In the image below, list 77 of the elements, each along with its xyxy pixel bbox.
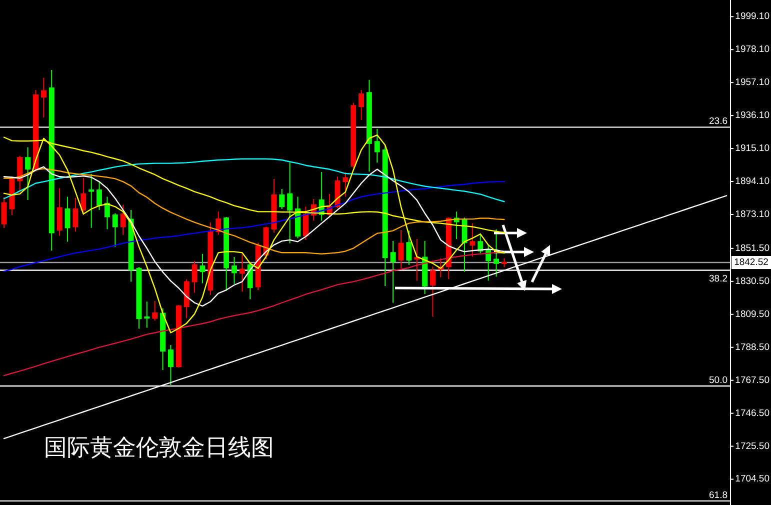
candlestick <box>462 217 468 272</box>
candlestick <box>56 188 62 236</box>
text: 国际黄金伦敦金日线图 <box>44 434 274 460</box>
candlestick <box>279 188 285 210</box>
candlestick <box>96 181 102 210</box>
candlestick <box>136 266 142 330</box>
candlestick <box>48 70 54 252</box>
annotation: 50.0 <box>709 374 728 386</box>
candlestick <box>208 222 214 296</box>
candlestick <box>112 212 118 248</box>
candlestick <box>33 89 38 172</box>
candlestick <box>366 79 372 172</box>
line-series <box>3 168 505 255</box>
candlestick <box>40 77 46 118</box>
annotation: 38.2 <box>709 274 728 285</box>
candlestick <box>80 177 86 216</box>
candlestick <box>120 204 126 236</box>
candlestick <box>152 300 158 322</box>
candlestick <box>287 162 293 244</box>
candlestick <box>72 197 78 232</box>
y-tick-label: 1957.10 <box>735 77 770 88</box>
ref-line-label: 1842.52 <box>734 257 768 268</box>
candlestick <box>255 242 261 291</box>
candlestick <box>192 260 198 294</box>
y-tick-label: 1830.50 <box>735 276 770 287</box>
candlestick <box>184 278 190 319</box>
y-tick-label: 1936.10 <box>735 110 770 122</box>
candlestick <box>350 102 356 168</box>
y-tick-label: 1809.50 <box>735 308 770 320</box>
candlestick <box>430 266 436 318</box>
candlestick <box>168 344 174 386</box>
candlestick <box>25 146 31 201</box>
y-tick-label: 1767.50 <box>735 374 770 386</box>
y-tick-label: 1851.50 <box>735 242 770 254</box>
candlestick <box>64 196 70 242</box>
candlestick <box>224 216 230 292</box>
candlestick <box>470 222 476 258</box>
line-series <box>3 181 505 272</box>
y-tick-label: 1999.10 <box>735 11 770 22</box>
candlestick <box>406 230 412 266</box>
candlestick <box>486 244 492 282</box>
candlestick <box>160 308 166 370</box>
candlestick <box>342 172 348 198</box>
candlestick <box>232 256 237 284</box>
candlestick <box>88 173 94 228</box>
y-tick-label: 1894.10 <box>735 176 770 188</box>
annotation: 23.6 <box>709 116 728 128</box>
candlestick <box>390 240 396 304</box>
candlestick <box>494 228 499 278</box>
y-tick-label: 1788.50 <box>735 342 770 353</box>
y-tick-label: 1725.50 <box>735 440 770 452</box>
candlestick <box>501 258 507 268</box>
candlestick <box>374 128 380 164</box>
y-tick-label: 1746.50 <box>735 408 770 419</box>
candlestick <box>422 240 428 294</box>
line-series <box>3 158 505 202</box>
candlestick <box>239 254 245 292</box>
candlestick <box>271 178 277 234</box>
candlestick <box>144 301 150 328</box>
candlestick <box>358 89 364 120</box>
candlestick <box>302 206 308 240</box>
candlestick <box>382 144 388 286</box>
candlestick <box>200 253 206 284</box>
candlestick <box>176 304 182 368</box>
candlestick <box>247 262 253 300</box>
annotation: 61.8 <box>709 490 728 501</box>
candlestick <box>9 176 15 216</box>
y-tick-label: 1704.50 <box>735 474 770 485</box>
candlestick <box>1 196 7 228</box>
candlestick <box>17 155 23 194</box>
candlestick <box>398 230 404 269</box>
y-tick-label: 1873.10 <box>735 209 770 220</box>
candlestick <box>414 238 420 282</box>
candlestick <box>478 232 484 254</box>
y-tick-label: 1978.10 <box>735 44 770 56</box>
y-tick-label: 1915.10 <box>735 143 770 154</box>
candlestick <box>104 196 110 230</box>
